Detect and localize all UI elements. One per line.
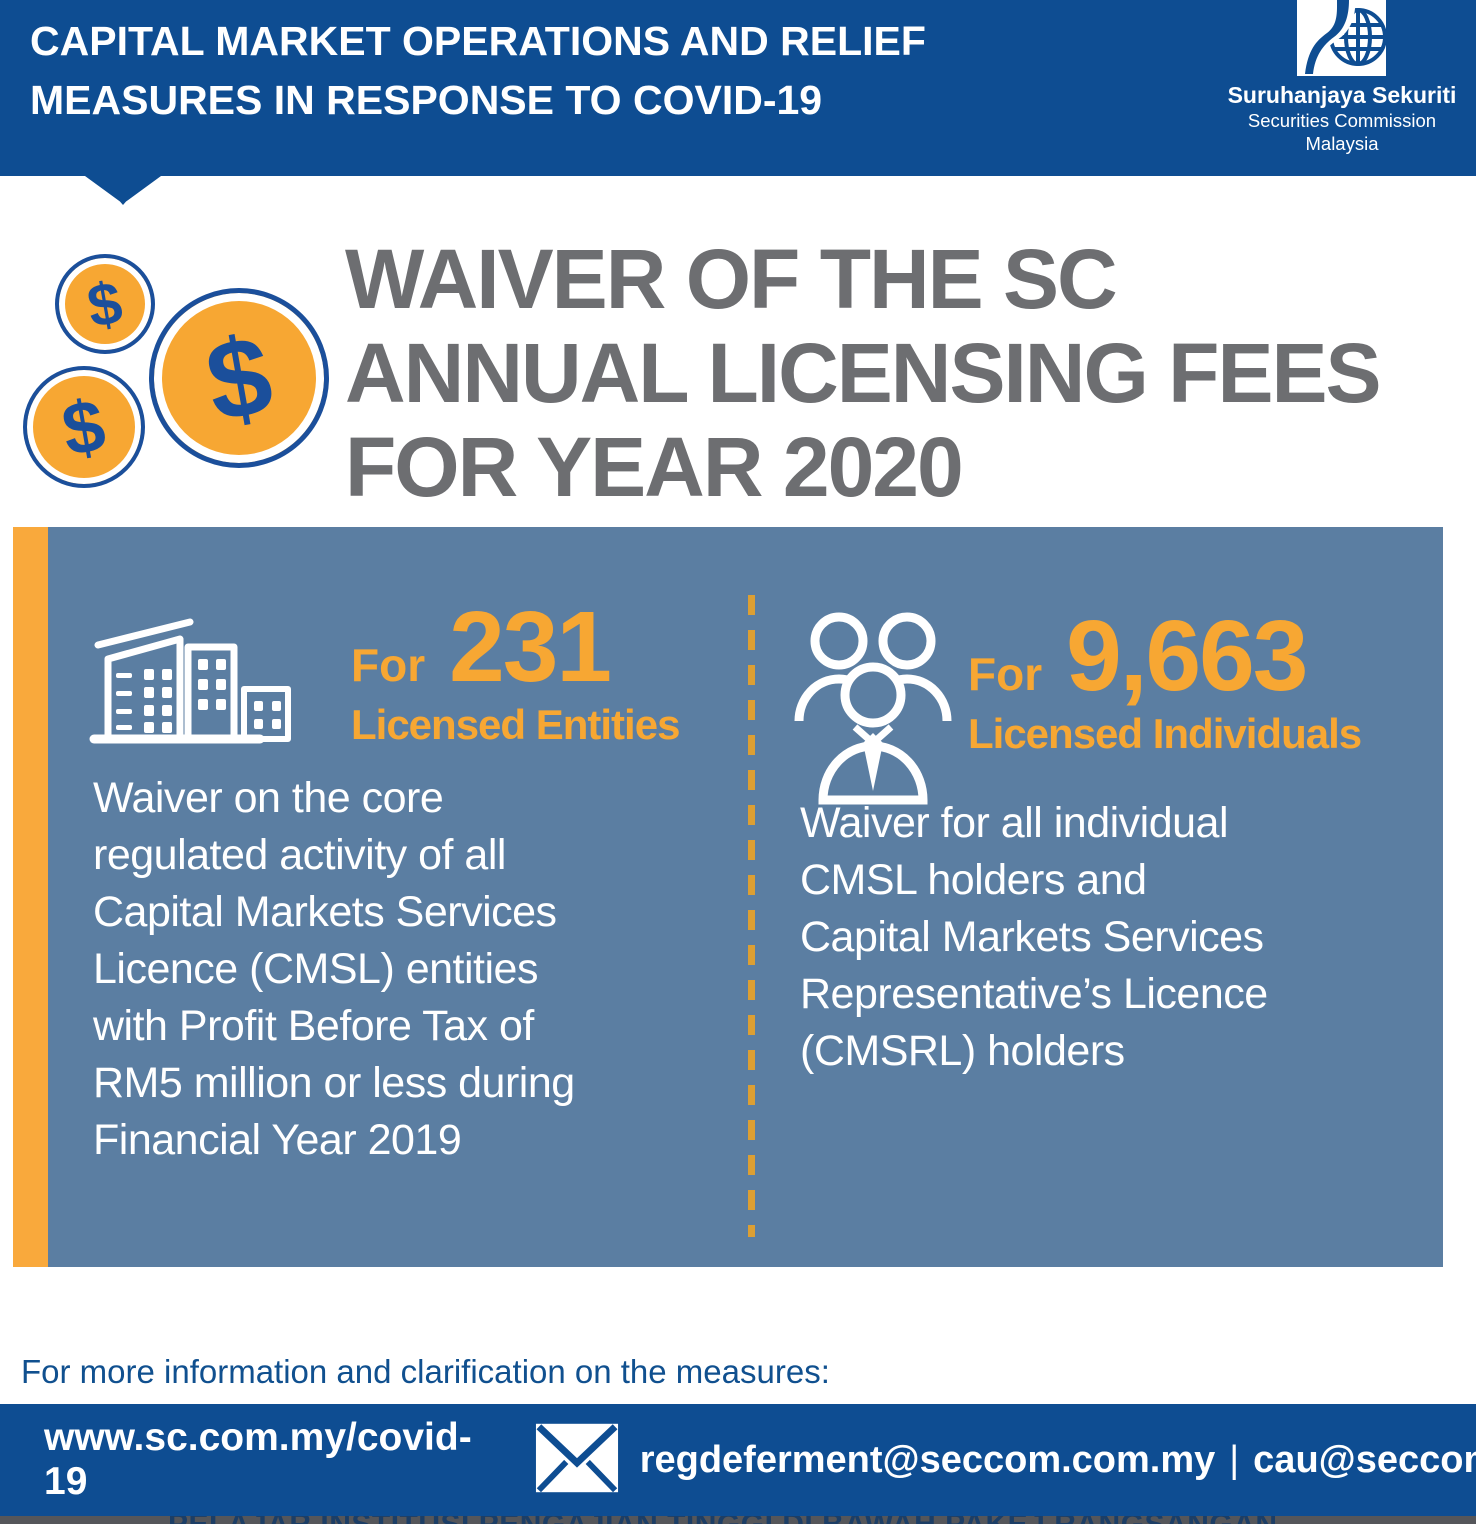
page-title-line2: ANNUAL LICENSING FEES: [345, 326, 1382, 420]
logo-country: Malaysia: [1305, 133, 1379, 154]
individuals-count: 9,663: [1066, 600, 1308, 712]
buildings-icon: [89, 618, 291, 744]
dollar-coin-medium-icon: $: [23, 366, 145, 488]
sc-logo-icon: [1297, 0, 1386, 76]
info-note: For more information and clarification o…: [21, 1353, 830, 1390]
contact-emails: regdeferment@seccom.com.my | cau@seccom.co…: [640, 1439, 1476, 1482]
body-line: CMSL holders and: [800, 856, 1147, 904]
dollar-sign: $: [82, 268, 128, 340]
dashed-divider: [748, 595, 755, 1237]
speech-bubble-tail: [85, 176, 161, 205]
body-line: Waiver on the core: [93, 774, 444, 822]
for-label: For: [351, 639, 426, 691]
body-line: Financial Year 2019: [93, 1116, 462, 1164]
header-title: CAPITAL MARKET OPERATIONS AND RELIEF MEA…: [30, 12, 926, 130]
header-banner: CAPITAL MARKET OPERATIONS AND RELIEF MEA…: [0, 0, 1476, 176]
dollar-coin-small-icon: $: [55, 254, 155, 354]
body-line: with Profit Before Tax of: [93, 1002, 534, 1050]
email-primary-link[interactable]: regdeferment@seccom.com.my: [639, 1438, 1216, 1481]
individuals-description: Waiver for all individual CMSL holders a…: [800, 795, 1268, 1080]
email-separator: |: [1229, 1438, 1240, 1481]
licensed-individuals-heading: For 9,663 Licensed Individuals: [968, 600, 1362, 758]
footer-bar: www.sc.com.my/covid-19 regdeferment@secc…: [0, 1404, 1476, 1516]
licensed-entities-heading: For 231 Licensed Entities: [351, 591, 680, 749]
logo-name-english: Securities Commission: [1247, 110, 1437, 131]
page-title-line3: FOR YEAR 2020: [345, 420, 964, 514]
orange-accent-bar: [13, 527, 48, 1267]
people-group-icon: [794, 612, 952, 805]
logo-name-malay: Suruhanjaya Sekuriti: [1227, 82, 1457, 108]
entities-count: 231: [449, 591, 612, 703]
entities-audience-label: Licensed Entities: [351, 701, 680, 748]
header-title-line1: CAPITAL MARKET OPERATIONS AND RELIEF: [30, 18, 926, 64]
entities-description: Waiver on the core regulated activity of…: [93, 770, 575, 1169]
individuals-audience-label: Licensed Individuals: [968, 710, 1362, 757]
body-line: Capital Markets Services: [93, 888, 557, 936]
header-title-line2: MEASURES IN RESPONSE TO COVID-19: [30, 77, 823, 123]
body-line: (CMSRL) holders: [800, 1027, 1125, 1075]
waiver-panel: For 231 Licensed Entities Waiver on the …: [13, 527, 1443, 1267]
next-section-partial-text: PELAJAR INSTITUSI PENGAJIAN TINGGI DI BA…: [168, 1516, 1278, 1524]
website-link[interactable]: www.sc.com.my/covid-19: [44, 1416, 472, 1503]
body-line: Capital Markets Services: [800, 913, 1264, 961]
dollar-coin-large-icon: $: [149, 288, 329, 468]
page-title-line1: WAIVER OF THE SC: [345, 232, 1118, 326]
sc-logo-text: Suruhanjaya Sekuriti Securities Commissi…: [1190, 82, 1476, 155]
dollar-sign: $: [197, 311, 281, 445]
body-line: regulated activity of all: [93, 831, 506, 879]
next-section-cutoff: PELAJAR INSTITUSI PENGAJIAN TINGGI DI BA…: [0, 1516, 1476, 1524]
email-secondary-link[interactable]: cau@seccom.com.my: [1253, 1438, 1476, 1481]
page-title: WAIVER OF THE SC ANNUAL LICENSING FEES F…: [345, 232, 1382, 514]
for-label: For: [968, 648, 1043, 700]
body-line: Representative’s Licence: [800, 970, 1268, 1018]
dollar-sign: $: [56, 382, 112, 472]
body-line: RM5 million or less during: [93, 1059, 575, 1107]
envelope-icon: [535, 1423, 618, 1492]
body-line: Licence (CMSL) entities: [93, 945, 538, 993]
body-line: Waiver for all individual: [800, 799, 1229, 847]
